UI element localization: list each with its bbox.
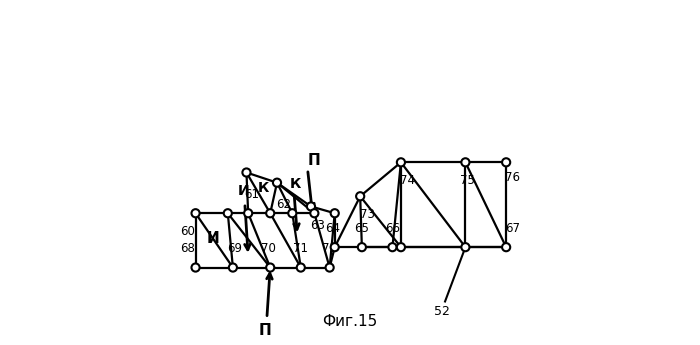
Circle shape — [330, 209, 339, 217]
Text: 72: 72 — [322, 243, 337, 255]
Text: 60: 60 — [180, 225, 195, 238]
Circle shape — [358, 243, 366, 251]
Circle shape — [192, 264, 199, 272]
Circle shape — [192, 209, 199, 217]
Circle shape — [330, 243, 339, 251]
Text: П: П — [308, 153, 321, 168]
Text: 67: 67 — [505, 222, 520, 235]
Text: 73: 73 — [360, 208, 374, 221]
Circle shape — [266, 209, 274, 217]
Circle shape — [397, 243, 405, 251]
Circle shape — [288, 209, 296, 217]
Text: 75: 75 — [460, 175, 475, 187]
Circle shape — [389, 243, 396, 251]
Text: Фиг.15: Фиг.15 — [323, 314, 377, 329]
Text: И: И — [206, 231, 219, 246]
Circle shape — [356, 192, 364, 200]
Text: 62: 62 — [276, 198, 291, 211]
Circle shape — [266, 264, 274, 272]
Text: 52: 52 — [434, 305, 449, 318]
Text: 66: 66 — [385, 222, 400, 235]
Circle shape — [224, 209, 232, 217]
Circle shape — [229, 264, 237, 272]
Circle shape — [310, 209, 319, 217]
Text: 71: 71 — [293, 243, 308, 255]
Text: 68: 68 — [180, 243, 195, 255]
Circle shape — [461, 243, 470, 251]
Text: 76: 76 — [505, 171, 520, 184]
Circle shape — [273, 179, 281, 187]
Text: 61: 61 — [244, 188, 259, 201]
Circle shape — [461, 158, 470, 166]
Circle shape — [244, 209, 252, 217]
Circle shape — [307, 203, 315, 210]
Circle shape — [397, 158, 405, 166]
Circle shape — [502, 243, 510, 251]
Circle shape — [502, 158, 510, 166]
Text: 69: 69 — [227, 243, 242, 255]
Text: 65: 65 — [354, 222, 370, 235]
Text: И: И — [237, 184, 249, 198]
Circle shape — [242, 168, 251, 177]
Text: К: К — [258, 181, 269, 195]
Text: П: П — [259, 323, 272, 338]
Text: 63: 63 — [310, 219, 326, 231]
Circle shape — [326, 264, 334, 272]
Text: 64: 64 — [326, 222, 340, 235]
Circle shape — [297, 264, 305, 272]
Text: К: К — [290, 177, 302, 191]
Text: 70: 70 — [261, 243, 276, 255]
Text: 74: 74 — [400, 175, 415, 187]
